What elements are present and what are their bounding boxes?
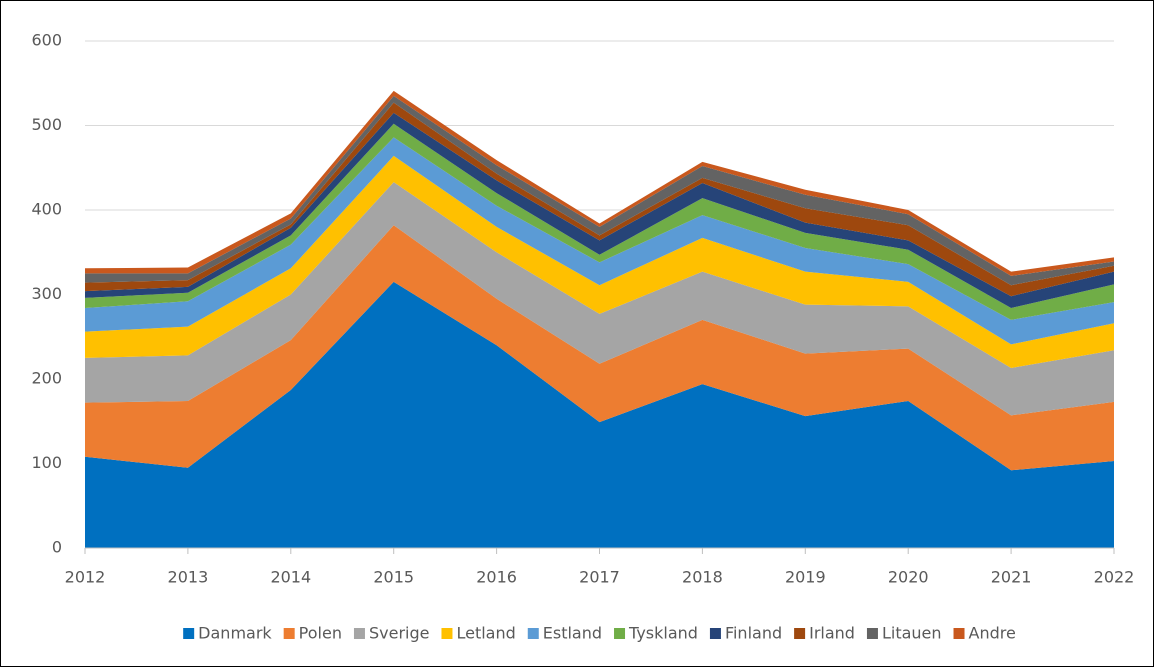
legend-swatch (183, 628, 195, 639)
legend-swatch (527, 628, 539, 639)
y-tick-label: 400 (31, 200, 62, 219)
y-tick-label: 600 (31, 31, 62, 50)
x-tick-label: 2018 (682, 568, 723, 587)
area (85, 225, 1114, 471)
area (85, 112, 1114, 309)
legend-label: Danmark (198, 624, 272, 643)
legend-swatch (866, 628, 878, 639)
area (85, 182, 1114, 416)
y-tick-label: 100 (31, 453, 62, 472)
x-tick-label: 2013 (168, 568, 209, 587)
legend-label: Tyskland (628, 624, 698, 643)
area (85, 123, 1114, 320)
y-tick-label: 0 (52, 538, 62, 557)
legend-swatch (953, 628, 965, 639)
legend-label: Andre (969, 624, 1016, 643)
legend-swatch (283, 628, 295, 639)
legend-label: Litauen (882, 624, 942, 643)
x-tick-label: 2015 (373, 568, 414, 587)
x-tick-label: 2012 (65, 568, 106, 587)
legend-swatch (794, 628, 806, 639)
legend-label: Letland (456, 624, 515, 643)
area (85, 281, 1114, 548)
legend-swatch (709, 628, 721, 639)
legend-label: Finland (725, 624, 782, 643)
x-tick-label: 2014 (270, 568, 311, 587)
y-tick-label: 500 (31, 115, 62, 134)
legend-label: Estland (543, 624, 602, 643)
x-tick-label: 2020 (888, 568, 929, 587)
legend-swatch (353, 628, 365, 639)
x-tick-label: 2021 (991, 568, 1032, 587)
legend-label: Sverige (369, 624, 430, 643)
legend-swatch (614, 628, 626, 639)
legend-swatch (441, 628, 453, 639)
y-tick-label: 300 (31, 284, 62, 303)
x-tick-label: 2017 (579, 568, 620, 587)
x-tick-label: 2022 (1094, 568, 1135, 587)
x-tick-label: 2016 (476, 568, 517, 587)
area (85, 155, 1114, 369)
legend-label: Polen (299, 624, 342, 643)
legend-label: Irland (809, 624, 855, 643)
area (85, 137, 1114, 345)
x-tick-label: 2019 (785, 568, 826, 587)
y-tick-label: 200 (31, 369, 62, 388)
